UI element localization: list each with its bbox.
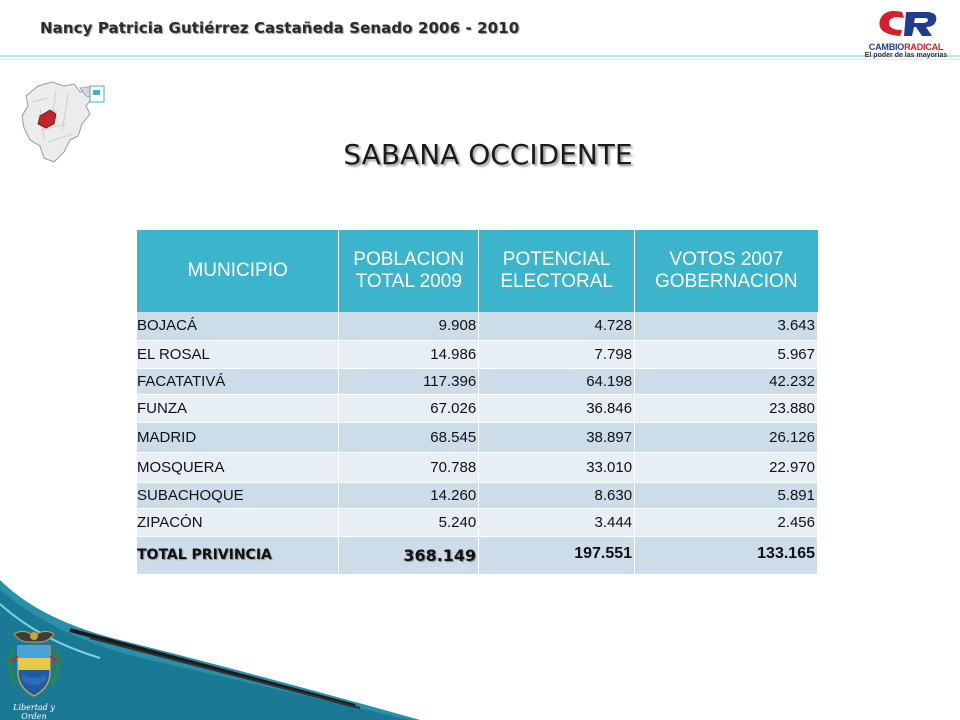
header-divider — [0, 55, 960, 57]
cell-municipio: FACATATIVÁ — [137, 368, 340, 395]
cell-poblacion: 117.396 — [338, 368, 480, 395]
column-header-municipio: MUNICIPIO — [137, 230, 340, 312]
cell-total-poblacion: 368.149 — [338, 536, 480, 575]
cell-total-potencial: 197.551 — [478, 536, 636, 575]
cell-municipio: MADRID — [137, 422, 340, 453]
header-title: Nancy Patricia Gutiérrez Castañeda Senad… — [40, 19, 520, 37]
cell-municipio: MOSQUERA — [137, 452, 340, 483]
cell-poblacion: 9.908 — [338, 312, 480, 341]
column-header-votos: VOTOS 2007 GOBERNACION — [634, 230, 818, 312]
table-row: FACATATIVÁ 117.396 64.198 42.232 — [137, 368, 818, 395]
cell-votos: 5.891 — [634, 482, 818, 509]
cell-potencial: 33.010 — [478, 452, 636, 483]
header-divider-thin — [0, 59, 960, 60]
cell-votos: 22.970 — [634, 452, 818, 483]
cell-municipio: FUNZA — [137, 394, 340, 423]
cell-potencial: 4.728 — [478, 312, 636, 341]
cell-total-label: TOTAL PRIVINCIA — [137, 536, 340, 575]
logo-wordmark: CAMBIORADICAL — [868, 42, 944, 52]
cell-total-votos: 133.165 — [634, 536, 818, 575]
cell-poblacion: 14.260 — [338, 482, 480, 509]
cr-logo-icon — [879, 11, 937, 36]
cell-municipio: EL ROSAL — [137, 340, 340, 369]
column-header-poblacion: POBLACION TOTAL 2009 — [338, 230, 480, 312]
cell-poblacion: 68.545 — [338, 422, 480, 453]
results-table: MUNICIPIO POBLACION TOTAL 2009 POTENCIAL E… — [137, 230, 818, 575]
cell-votos: 26.126 — [634, 422, 818, 453]
table-row: FUNZA 67.026 36.846 23.880 — [137, 394, 818, 423]
table-row: MOSQUERA 70.788 33.010 22.970 — [137, 452, 818, 483]
table-row: MADRID 68.545 38.897 26.126 — [137, 422, 818, 453]
cell-votos: 5.967 — [634, 340, 818, 369]
decorative-swoosh — [0, 580, 420, 720]
table-row: BOJACÁ 9.908 4.728 3.643 — [137, 312, 818, 341]
cell-municipio: SUBACHOQUE — [137, 482, 340, 509]
cell-potencial: 64.198 — [478, 368, 636, 395]
cell-poblacion: 14.986 — [338, 340, 480, 369]
cell-votos: 2.456 — [634, 508, 818, 537]
logo-tagline: El poder de las mayorias — [864, 52, 948, 59]
cell-poblacion: 67.026 — [338, 394, 480, 423]
table-row: SUBACHOQUE 14.260 8.630 5.891 — [137, 482, 818, 509]
cell-municipio: ZIPACÓN — [137, 508, 340, 537]
cell-votos: 3.643 — [634, 312, 818, 341]
colombia-coat-of-arms-icon — [8, 630, 60, 697]
coat-caption: Libertad y Orden — [13, 703, 55, 720]
cell-votos: 42.232 — [634, 368, 818, 395]
cambio-radical-logo: CAMBIORADICAL El poder de las mayorias — [858, 4, 954, 62]
cell-potencial: 38.897 — [478, 422, 636, 453]
cell-votos: 23.880 — [634, 394, 818, 423]
cell-potencial: 3.444 — [478, 508, 636, 537]
slide-title: SABANA OCCIDENTE — [343, 138, 633, 171]
cell-municipio: BOJACÁ — [137, 312, 340, 341]
total-row: TOTAL PRIVINCIA 368.149 197.551 133.165 — [137, 536, 818, 575]
table-row: ZIPACÓN 5.240 3.444 2.456 — [137, 508, 818, 537]
cundinamarca-map-icon — [21, 81, 105, 163]
cell-poblacion: 70.788 — [338, 452, 480, 483]
cell-potencial: 36.846 — [478, 394, 636, 423]
table-header-row: MUNICIPIO POBLACION TOTAL 2009 POTENCIAL E… — [137, 230, 818, 312]
column-header-potencial: POTENCIAL ELECTORAL — [478, 230, 636, 312]
cell-potencial: 7.798 — [478, 340, 636, 369]
table-row: EL ROSAL 14.986 7.798 5.967 — [137, 340, 818, 369]
cell-poblacion: 5.240 — [338, 508, 480, 537]
cell-potencial: 8.630 — [478, 482, 636, 509]
